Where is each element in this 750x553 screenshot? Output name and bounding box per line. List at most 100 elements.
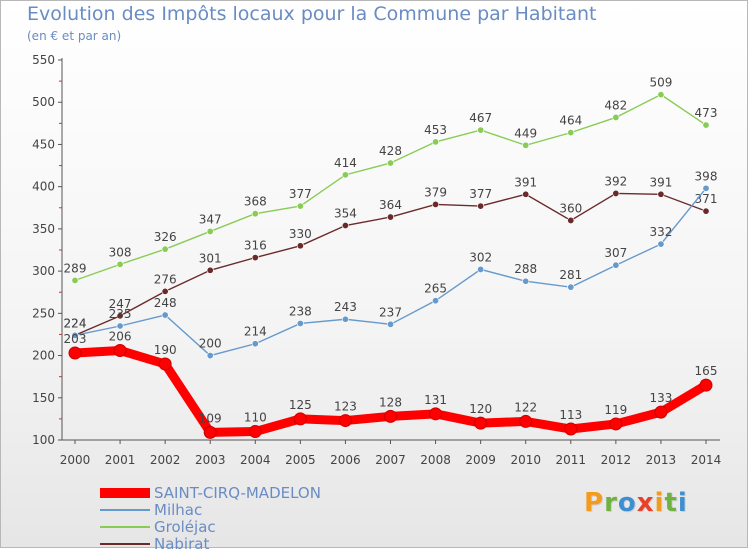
data-point <box>341 222 349 230</box>
data-label: 128 <box>379 395 402 409</box>
data-point <box>429 407 443 421</box>
y-tick-label: 250 <box>32 306 55 320</box>
data-label: 237 <box>379 305 402 319</box>
data-point <box>432 200 440 208</box>
data-point <box>158 357 172 371</box>
proxiti-logo: Proxiti <box>584 488 688 518</box>
data-point <box>386 320 394 328</box>
data-point <box>296 242 304 250</box>
y-tick-label: 300 <box>32 264 55 278</box>
data-point <box>248 425 262 439</box>
x-tick-label: 2005 <box>285 453 316 467</box>
data-point <box>522 277 530 285</box>
data-point <box>161 245 169 253</box>
data-label: 377 <box>469 187 492 201</box>
x-tick-label: 2003 <box>195 453 226 467</box>
data-label: 281 <box>559 268 582 282</box>
x-tick-label: 2001 <box>105 453 136 467</box>
y-tick-label: 200 <box>32 349 55 363</box>
data-label: 368 <box>244 195 267 209</box>
x-tick-label: 2007 <box>375 453 406 467</box>
data-label: 248 <box>154 296 177 310</box>
data-point <box>71 276 79 284</box>
data-point <box>161 287 169 295</box>
data-label: 482 <box>604 98 627 112</box>
legend-label: Groléjac <box>154 518 216 536</box>
data-point <box>657 91 665 99</box>
data-point <box>477 202 485 210</box>
data-point <box>567 283 575 291</box>
legend-swatch <box>100 509 150 511</box>
data-label: 398 <box>695 169 718 183</box>
data-label: 119 <box>604 403 627 417</box>
data-point <box>522 190 530 198</box>
data-label: 238 <box>289 304 312 318</box>
data-label: 224 <box>64 316 87 330</box>
data-label: 190 <box>154 343 177 357</box>
legend-swatch <box>100 526 150 528</box>
x-tick-label: 2002 <box>150 453 181 467</box>
data-point <box>161 311 169 319</box>
data-point <box>251 210 259 218</box>
data-label: 364 <box>379 198 402 212</box>
data-label: 428 <box>379 144 402 158</box>
logo-letter: i <box>677 488 688 518</box>
x-tick-label: 2013 <box>646 453 677 467</box>
x-tick-label: 2006 <box>330 453 361 467</box>
data-label: 122 <box>514 400 537 414</box>
y-tick-label: 500 <box>32 95 55 109</box>
data-point <box>567 216 575 224</box>
y-tick-label: 550 <box>32 53 55 67</box>
data-label: 109 <box>199 411 222 425</box>
data-point <box>612 261 620 269</box>
data-point <box>432 297 440 305</box>
data-point <box>113 343 127 357</box>
data-point <box>338 414 352 428</box>
data-point <box>702 184 710 192</box>
data-label: 302 <box>469 250 492 264</box>
legend-label: Milhac <box>154 501 203 519</box>
data-point <box>657 240 665 248</box>
data-label: 308 <box>109 245 132 259</box>
data-label: 206 <box>109 329 132 343</box>
x-tick-label: 2010 <box>510 453 541 467</box>
data-label: 120 <box>469 402 492 416</box>
data-label: 276 <box>154 272 177 286</box>
data-point <box>68 346 82 360</box>
y-tick-label: 350 <box>32 222 55 236</box>
data-label: 453 <box>424 123 447 137</box>
data-point <box>206 227 214 235</box>
data-point <box>386 159 394 167</box>
data-point <box>206 352 214 360</box>
data-label: 289 <box>64 261 87 275</box>
data-point <box>654 405 668 419</box>
data-point <box>567 129 575 137</box>
data-point <box>699 378 713 392</box>
data-point <box>612 189 620 197</box>
data-point <box>293 412 307 426</box>
legend-swatch <box>100 543 150 545</box>
data-label: 473 <box>695 106 718 120</box>
data-label: 224 <box>64 316 87 330</box>
data-label: 391 <box>649 175 672 189</box>
y-tick-label: 150 <box>32 391 55 405</box>
x-tick-label: 2009 <box>465 453 496 467</box>
data-label: 247 <box>109 297 132 311</box>
data-label: 165 <box>695 364 718 378</box>
data-point <box>474 416 488 430</box>
y-tick-label: 100 <box>32 433 55 447</box>
data-label: 449 <box>514 126 537 140</box>
data-label: 110 <box>244 411 267 425</box>
data-point <box>116 322 124 330</box>
data-point <box>519 414 533 428</box>
data-label: 379 <box>424 185 447 199</box>
data-label: 391 <box>514 175 537 189</box>
data-label: 332 <box>649 225 672 239</box>
data-label: 123 <box>334 400 357 414</box>
x-tick-label: 2011 <box>556 453 587 467</box>
data-point <box>116 260 124 268</box>
data-label: 316 <box>244 239 267 253</box>
data-point <box>296 202 304 210</box>
